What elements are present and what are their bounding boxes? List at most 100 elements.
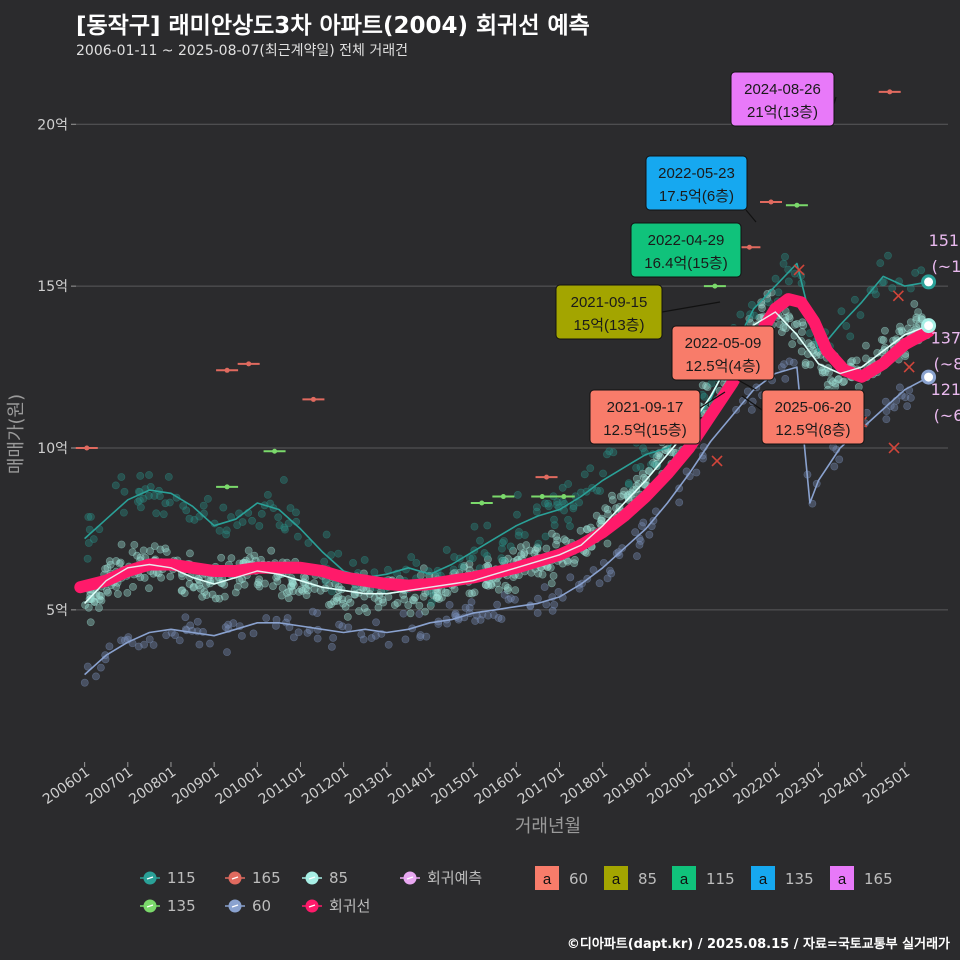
legend-label: 60 <box>252 897 271 915</box>
scatter-point <box>542 544 551 553</box>
scatter-point <box>175 636 184 645</box>
legend-box-key <box>751 866 775 890</box>
scatter-point <box>96 663 105 672</box>
end-marker-1 <box>921 318 937 334</box>
scatter-point <box>596 487 604 495</box>
scatter-point <box>344 623 353 632</box>
scatter-point <box>522 541 531 549</box>
x-axis-title: 거래년월 <box>515 816 581 837</box>
scatter-point <box>541 532 550 541</box>
scatter-point <box>320 557 329 566</box>
scatter-point <box>404 601 413 609</box>
scatter-point <box>493 600 502 609</box>
scatter-point <box>140 573 149 582</box>
scatter-point <box>592 511 601 520</box>
chart-title: [동작구] 래미안상도3차 아파트(2004) 회귀선 예측 <box>76 13 590 39</box>
scatter-points <box>80 251 932 687</box>
scatter-point <box>890 403 899 412</box>
scatter-point <box>145 584 153 593</box>
scatter-point <box>458 562 466 571</box>
scatter-point <box>374 603 383 612</box>
scatter-point <box>217 553 226 562</box>
scatter-point <box>788 340 797 349</box>
scatter-point <box>789 358 798 367</box>
scatter-point <box>736 310 745 319</box>
scatter-point <box>632 464 641 472</box>
scatter-point <box>164 472 173 481</box>
scatter-point <box>911 268 920 277</box>
scatter-point <box>145 491 153 500</box>
scatter-point <box>534 569 543 578</box>
scatter-point <box>371 631 380 640</box>
scatter-point <box>747 405 756 414</box>
scatter-point <box>224 620 233 629</box>
scatter-point <box>185 514 194 523</box>
scatter-point <box>199 501 208 510</box>
scatter-point <box>882 407 891 416</box>
scatter-point <box>401 635 410 644</box>
scatter-point <box>95 604 103 612</box>
scatter-point <box>149 569 158 578</box>
scatter-point <box>335 620 343 629</box>
scatter-point <box>393 599 402 607</box>
scatter-point <box>136 503 145 512</box>
scatter-point <box>308 607 317 616</box>
scatter-point <box>476 536 484 545</box>
annotation-box <box>630 222 742 278</box>
scatter-point <box>784 277 793 286</box>
x-tick-label: 200701 <box>83 764 136 808</box>
scatter-point <box>599 469 607 478</box>
scatter-point <box>426 589 435 597</box>
scatter-point <box>564 515 573 524</box>
annotation-box <box>730 71 835 127</box>
scatter-point <box>159 510 168 519</box>
scatter-point <box>415 601 424 610</box>
scatter-point <box>400 595 409 604</box>
scatter-point <box>550 600 559 609</box>
scatter-point <box>412 559 421 567</box>
scatter-point <box>415 610 424 618</box>
scatter-point <box>503 586 512 595</box>
scatter-point <box>179 501 188 510</box>
scatter-point <box>504 595 513 604</box>
scatter-point <box>586 464 595 473</box>
scatter-point <box>327 642 336 651</box>
scatter-point <box>422 632 431 641</box>
x-tick-label: 202101 <box>687 764 740 808</box>
scatter-point <box>221 623 230 632</box>
scatter-point <box>222 530 231 539</box>
y-tick-label: 5억 <box>46 603 68 619</box>
scatter-point <box>86 591 95 600</box>
scatter-point <box>384 640 393 649</box>
scatter-point <box>186 549 194 558</box>
scatter-point <box>757 298 766 307</box>
legend-box-key <box>535 866 559 890</box>
scatter-point <box>198 592 207 601</box>
scatter-point <box>451 609 460 618</box>
scatter-point <box>86 618 95 627</box>
scatter-point <box>666 448 675 457</box>
x-tick-label: 202501 <box>860 764 913 808</box>
end-label-area-1: (~85㎡) <box>934 355 960 374</box>
point-165 <box>768 199 774 205</box>
scatter-point <box>653 461 662 469</box>
scatter-point <box>445 600 454 609</box>
y-tick-label: 20억 <box>37 117 68 133</box>
scatter-point <box>881 326 889 335</box>
scatter-point <box>274 513 283 522</box>
scatter-point <box>854 383 863 391</box>
x-tick-label: 201801 <box>558 764 611 808</box>
scatter-point <box>513 491 522 499</box>
scatter-point <box>293 532 302 541</box>
end-label-area-2: (~60㎡) <box>934 406 960 425</box>
scatter-point <box>624 480 633 489</box>
scatter-point <box>123 588 132 597</box>
annotation-date: 2021-09-17 <box>607 399 684 416</box>
scatter-point <box>645 530 654 539</box>
scatter-point <box>86 512 95 521</box>
x-tick-label: 200801 <box>126 764 179 808</box>
scatter-point <box>357 630 366 639</box>
scatter-point <box>550 521 559 530</box>
point-165 <box>84 445 90 451</box>
x-tick-label: 202301 <box>774 764 827 808</box>
